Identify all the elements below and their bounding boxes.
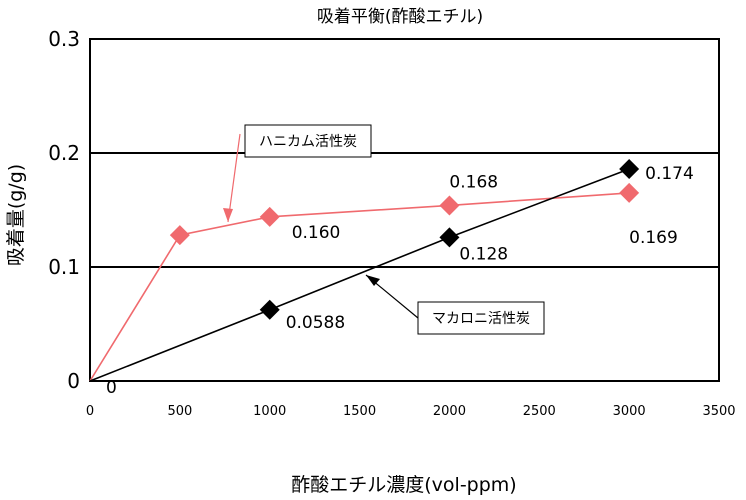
honeycomb-callout: ハニカム活性炭 xyxy=(223,124,372,223)
x-tick-label: 1000 xyxy=(253,404,286,419)
x-tick-label: 3500 xyxy=(702,404,735,419)
data-label: 0.169 xyxy=(629,228,678,248)
chart-title: 吸着平衡(酢酸エチル) xyxy=(317,7,483,27)
honeycomb-callout-box xyxy=(244,124,372,158)
series-lines xyxy=(89,168,630,382)
honeycomb-callout-label: ハニカム活性炭 xyxy=(259,134,357,150)
data-point-marker xyxy=(259,206,280,227)
honeycomb-callout-arrow xyxy=(227,133,241,223)
data-label: 0.160 xyxy=(292,223,341,243)
data-point-marker xyxy=(259,299,280,320)
macaroni-callout-label: マカロニ活性炭 xyxy=(432,311,530,327)
data-label: 0.168 xyxy=(449,172,498,192)
data-point-marker xyxy=(169,225,190,246)
data-labels: 0.160 0.168 0.169 0 0.0588 0.128 0.174 xyxy=(106,164,694,398)
y-tick-label: 0.2 xyxy=(48,141,80,165)
data-label: 0.128 xyxy=(459,244,508,264)
honeycomb-callout-arrowhead xyxy=(223,208,233,222)
y-axis-label: 吸着量(g/g) xyxy=(5,164,27,266)
x-tick-label: 3000 xyxy=(613,404,646,419)
y-tick-label: 0.1 xyxy=(48,255,80,279)
macaroni-callout-arrowhead xyxy=(366,275,380,286)
x-tick-label: 2000 xyxy=(433,404,466,419)
plot-frame xyxy=(89,38,720,382)
data-label: 0.0588 xyxy=(286,313,345,333)
gridlines xyxy=(90,152,719,268)
x-tick-label: 1500 xyxy=(343,404,376,419)
data-point-marker xyxy=(619,182,640,203)
x-axis-label: 酢酸エチル濃度(vol-ppm) xyxy=(291,474,516,496)
x-tick-label: 500 xyxy=(167,404,192,419)
x-tick-labels: 0 500 1000 1500 2000 2500 3000 3500 xyxy=(86,404,736,419)
series-markers xyxy=(169,158,640,320)
macaroni-callout-box xyxy=(417,301,545,335)
series-line-0 xyxy=(89,192,630,382)
data-label: 0 xyxy=(106,378,117,398)
series-line-1 xyxy=(89,168,630,382)
y-tick-labels: 0 0.1 0.2 0.3 xyxy=(48,27,80,393)
x-tick-label: 2500 xyxy=(523,404,556,419)
y-tick-label: 0 xyxy=(67,369,80,393)
y-tick-label: 0.3 xyxy=(48,27,80,51)
data-point-marker xyxy=(439,195,460,216)
data-label: 0.174 xyxy=(645,164,694,184)
x-tick-label: 0 xyxy=(86,404,94,419)
macaroni-callout: マカロニ活性炭 xyxy=(365,274,545,335)
data-point-marker xyxy=(439,227,460,248)
data-point-marker xyxy=(619,158,640,179)
